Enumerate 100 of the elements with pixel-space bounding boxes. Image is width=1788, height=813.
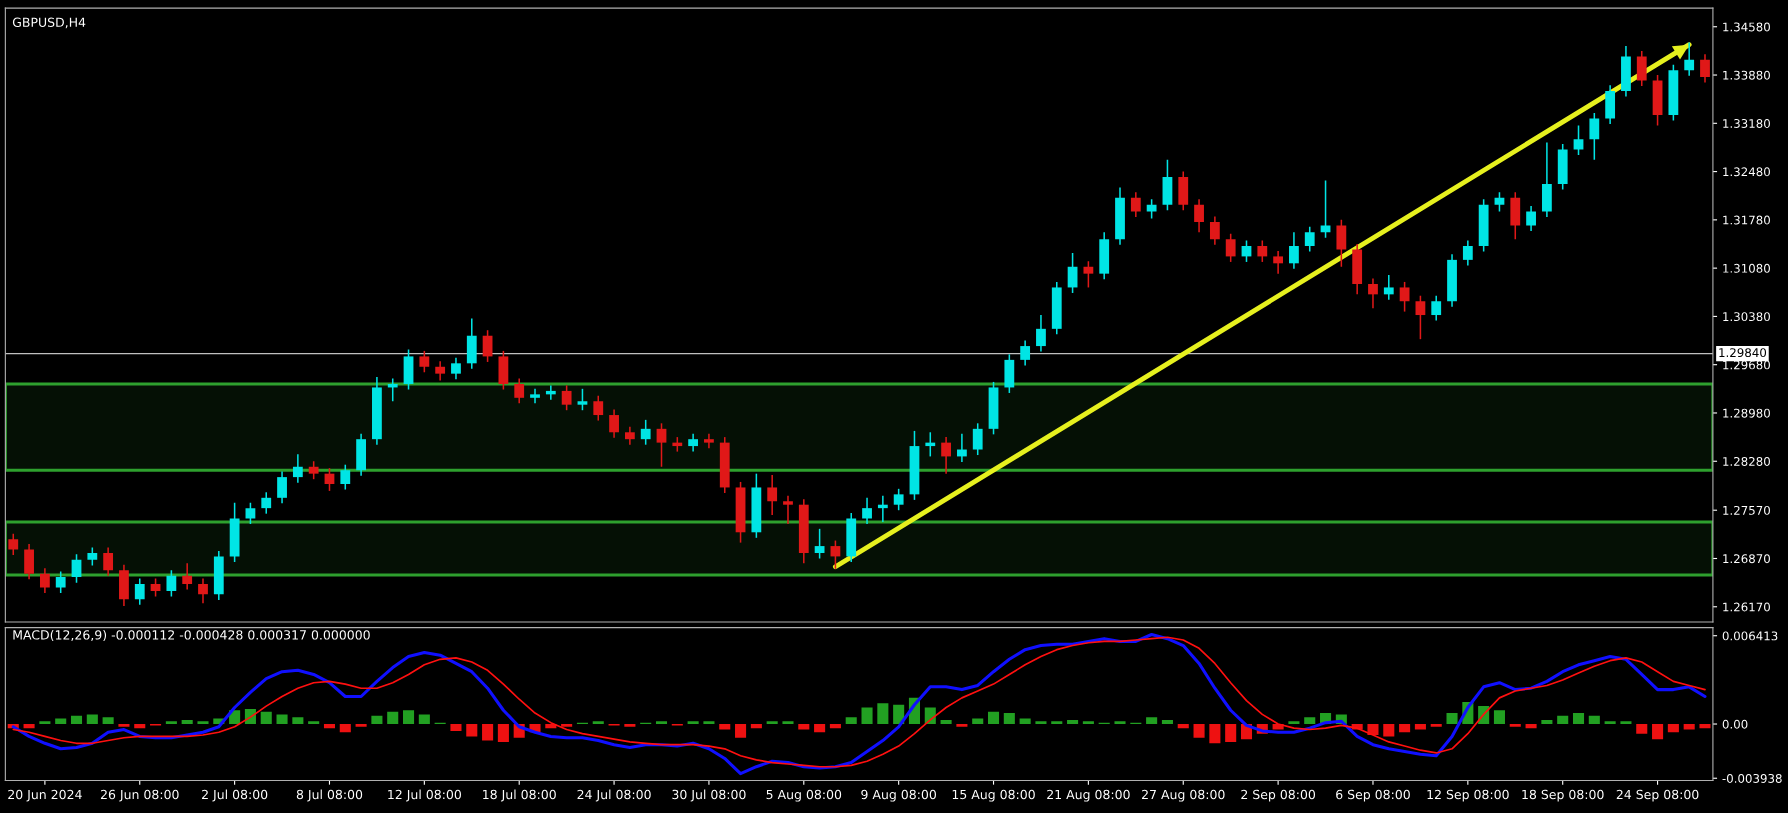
candlestick: [1700, 53, 1710, 84]
y-tick-label: 1.33880: [1723, 70, 1770, 80]
candlestick: [767, 474, 778, 516]
candlestick: [1383, 274, 1394, 301]
bar: [1177, 724, 1189, 729]
bar: [655, 721, 668, 725]
y-tick-label: 1.34580: [1723, 22, 1770, 32]
candlestick: [1573, 124, 1584, 156]
bar: [1446, 713, 1458, 725]
bar: [845, 717, 857, 725]
bar: [165, 721, 177, 725]
bar: [893, 704, 905, 725]
bar: [1114, 721, 1126, 725]
bar: [861, 707, 873, 725]
candlestick: [166, 569, 177, 598]
candlestick: [1273, 250, 1284, 275]
x-tick-label: 26 Jun 08:00: [100, 789, 179, 802]
bar: [735, 724, 747, 738]
bar: [55, 718, 67, 725]
candlestick: [640, 419, 651, 446]
candlestick: [1684, 41, 1695, 77]
bar: [292, 717, 304, 725]
bar: [719, 724, 731, 730]
candlestick: [103, 546, 114, 577]
candlestick: [1494, 191, 1505, 213]
bar: [497, 724, 509, 742]
candlestick: [1083, 260, 1094, 289]
bar: [1541, 719, 1553, 725]
ref-line-label: 1.29840: [1719, 348, 1767, 358]
candlestick: [419, 350, 430, 374]
bar: [260, 711, 272, 725]
candlestick: [198, 577, 208, 605]
candlestick: [656, 422, 667, 468]
bar: [687, 721, 699, 725]
candlestick: [704, 432, 714, 449]
candlestick: [972, 422, 983, 456]
candlestick: [514, 377, 525, 405]
x-tick-label: 30 Jul 08:00: [672, 789, 746, 802]
x-tick-label: 8 Jul 08:00: [296, 789, 363, 802]
bar: [1557, 715, 1569, 725]
x-tick-label: 12 Sep 08:00: [1427, 789, 1509, 802]
y-tick-label: 1.33180: [1723, 119, 1770, 128]
bar: [23, 724, 35, 729]
bar: [1493, 710, 1505, 725]
y-tick-label: 1.28980: [1723, 408, 1770, 418]
x-tick-label: 6 Sep 08:00: [1336, 789, 1410, 802]
y-tick-label: 1.26870: [1723, 554, 1770, 564]
bar: [877, 703, 889, 725]
candlestick: [71, 553, 82, 584]
bar: [1288, 721, 1300, 725]
bar: [118, 724, 130, 727]
candlestick: [1209, 215, 1220, 246]
candlestick: [1257, 239, 1268, 263]
candlestick: [1399, 281, 1410, 313]
candlestick: [561, 384, 572, 411]
candlestick: [609, 408, 619, 439]
bar: [387, 711, 399, 725]
bar: [798, 724, 810, 730]
bar: [102, 717, 114, 725]
bar: [1146, 717, 1158, 725]
y-tick-label: 1.31780: [1723, 215, 1770, 225]
bar: [355, 724, 367, 727]
candlestick: [451, 357, 461, 380]
candlestick: [941, 436, 951, 475]
candlestick: [1589, 112, 1600, 161]
y-tick-label: 0.00: [1722, 719, 1748, 729]
candlestick: [1289, 231, 1299, 270]
bar: [1193, 724, 1205, 738]
y-tick-label: 1.28280: [1723, 456, 1770, 466]
bar: [1225, 724, 1237, 742]
bar: [197, 721, 209, 725]
text: GBPUSD,H4: [12, 17, 86, 29]
bar: [1636, 724, 1648, 734]
y-tick-label: 1.29680: [1723, 360, 1770, 370]
candlestick: [814, 528, 825, 560]
candlestick: [1225, 232, 1236, 263]
candlestick: [435, 360, 446, 382]
bar: [1525, 724, 1537, 729]
y-tick-label: 1.31080: [1723, 263, 1770, 273]
bar: [1003, 713, 1015, 725]
x-tick-label: 2 Jul 08:00: [202, 789, 268, 802]
candlestick: [292, 453, 303, 484]
y-tick-label: -0.003938: [1722, 773, 1782, 783]
y-tick-label: 1.26170: [1723, 602, 1770, 612]
candlestick: [1304, 225, 1315, 253]
bar: [987, 711, 1000, 725]
bar: [592, 721, 604, 725]
bar: [624, 724, 636, 727]
candlestick: [862, 497, 872, 525]
bar: [1399, 724, 1411, 733]
x-tick-label: 20 Jun 2024: [8, 789, 82, 802]
candlestick: [783, 494, 793, 525]
candlestick: [1526, 205, 1536, 232]
bar: [829, 724, 841, 729]
bar: [1572, 713, 1585, 725]
candlestick: [893, 488, 904, 511]
bar: [70, 715, 83, 725]
bar: [972, 718, 984, 725]
y-tick-label: 1.30380: [1723, 312, 1770, 322]
bar: [323, 724, 336, 729]
